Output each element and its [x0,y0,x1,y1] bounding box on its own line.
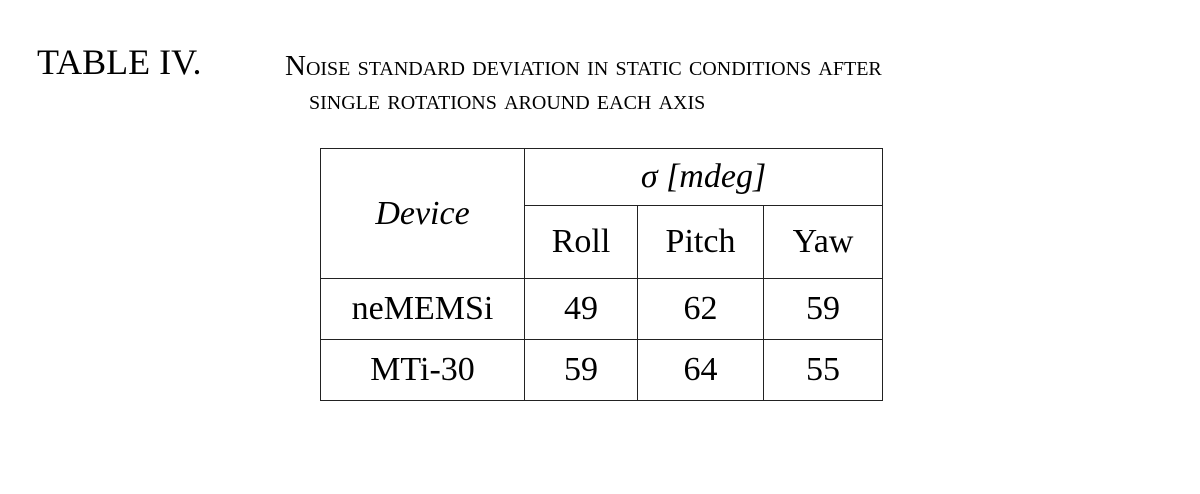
table-label: TABLE IV. [37,42,202,82]
device-cell: neMEMSi [320,278,525,340]
roll-cell: 49 [524,278,638,340]
yaw-header: Yaw [763,205,883,279]
header-row: Device σ [mdeg] [320,148,883,279]
table-caption: Noise standard deviation in static condi… [285,46,1185,120]
pitch-cell: 62 [637,278,764,340]
pitch-cell: 64 [637,339,764,401]
roll-cell: 59 [524,339,638,401]
noise-table: Device σ [mdeg] Roll Pitch Yaw neMEMSi 4… [320,148,883,401]
yaw-cell: 59 [763,278,883,340]
pitch-header: Pitch [637,205,764,279]
subheader-row: Roll Pitch Yaw [321,205,883,279]
roll-header: Roll [524,205,638,279]
device-header: Device [320,148,525,279]
yaw-cell: 55 [763,339,883,401]
table-row: neMEMSi 49 62 59 [320,278,883,340]
table-row: MTi-30 59 64 55 [320,339,883,401]
caption-line-2: single rotations around each axis [309,84,706,116]
sigma-group-header: σ [mdeg] [524,148,883,206]
caption-line-1: Noise standard deviation in static condi… [285,50,882,82]
device-cell: MTi-30 [320,339,525,401]
